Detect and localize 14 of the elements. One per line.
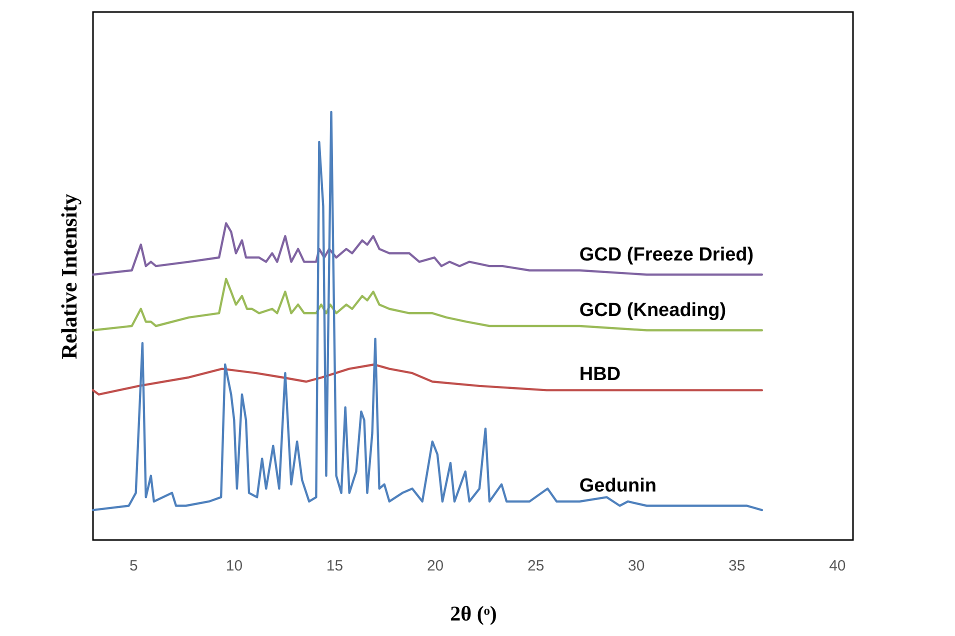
series-label: GCD (Freeze Dried) <box>579 244 754 266</box>
x-tick-label: 35 <box>728 558 746 574</box>
series-label: GCD (Kneading) <box>579 300 726 321</box>
x-tick-label: 40 <box>829 558 846 574</box>
x-tick-label: 20 <box>426 558 444 574</box>
x-tick-label: 10 <box>226 558 243 574</box>
x-axis-title: 2θ (ᵒ) <box>450 602 497 626</box>
x-tick-label: 5 <box>130 558 138 574</box>
x-tick-label: 25 <box>527 558 544 574</box>
y-axis-title: Relative Intensity <box>56 194 82 360</box>
x-tick-label: 15 <box>326 558 344 574</box>
series-label: Gedunin <box>579 475 656 496</box>
x-tick-label: 30 <box>628 558 645 574</box>
series-label: HBD <box>579 364 621 386</box>
